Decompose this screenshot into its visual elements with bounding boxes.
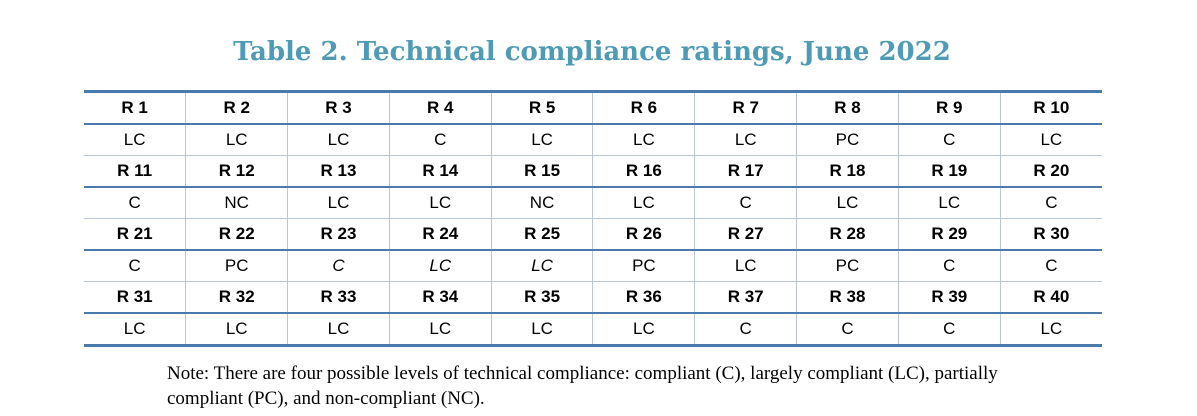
recommendation-label: R 7	[694, 93, 797, 125]
recommendation-label: R 22	[185, 218, 288, 251]
rating-cell: LC	[999, 313, 1102, 344]
table-note: Note: There are four possible levels of …	[167, 363, 998, 409]
rating-cell: LC	[123, 319, 146, 338]
rating-cell: C	[897, 124, 1001, 156]
rating-cell: C	[999, 250, 1102, 282]
recommendation-label: R 10	[999, 93, 1102, 125]
recommendation-label: R 36	[592, 281, 695, 314]
rating-cell: C	[388, 124, 492, 156]
rating-cell: LC	[388, 187, 492, 219]
rating-cell: LC	[490, 313, 593, 344]
recommendation-label: R 12	[185, 155, 288, 188]
rating-cell: PC	[796, 124, 899, 156]
recommendation-label: R 4	[388, 93, 492, 125]
rating-cell: C	[694, 313, 797, 344]
rating-cell: C	[694, 187, 797, 219]
recommendation-label: R 2	[185, 93, 288, 125]
rating-cell: LC	[897, 187, 1001, 219]
rating-cell: NC	[185, 187, 288, 219]
rating-row: LC LC LC LC LC LC C C C LC	[84, 313, 1102, 344]
rating-cell: LC	[694, 124, 797, 156]
rating-cell: LC	[592, 124, 695, 156]
rating-cell: C	[897, 313, 1001, 344]
rating-cell: LC	[388, 250, 492, 282]
recommendation-label: R 25	[490, 218, 593, 251]
recommendation-label: R 35	[490, 281, 593, 314]
recommendation-header-row: R 31 R 32 R 33 R 34 R 35 R 36 R 37 R 38 R 39 R 40	[84, 281, 1102, 314]
rating-cell: PC	[592, 250, 695, 282]
recommendation-label: R 27	[694, 218, 797, 251]
recommendation-label: R 8	[796, 93, 899, 125]
recommendation-header-row: R 21 R 22 R 23 R 24 R 25 R 26 R 27 R 28 R 29 R 30	[84, 218, 1102, 251]
rating-cell: LC	[592, 313, 695, 344]
rating-row: C NC LC LC NC LC C LC LC C	[84, 187, 1102, 219]
recommendation-label: R 5	[490, 93, 593, 125]
rating-cell: C	[999, 187, 1102, 219]
rating-cell: LC	[287, 313, 390, 344]
recommendation-label: R 24	[388, 218, 492, 251]
recommendation-label: R 23	[287, 218, 390, 251]
recommendation-label: R 38	[796, 281, 899, 314]
rating-cell: LC	[84, 124, 186, 156]
recommendation-label: R 11	[84, 155, 186, 188]
rating-cell: LC	[694, 250, 797, 282]
recommendation-label: R 30	[999, 218, 1102, 251]
rating-cell: C	[796, 313, 899, 344]
rating-cell: C	[84, 250, 186, 282]
recommendation-label: R 9	[897, 93, 1001, 125]
table-title: Table 2. Technical compliance ratings, J…	[233, 37, 951, 67]
recommendation-label: R 39	[897, 281, 1001, 314]
rating-cell: LC	[287, 124, 390, 156]
recommendation-label: R 37	[694, 281, 797, 314]
recommendation-label: R 1	[84, 93, 186, 125]
rating-cell: C	[287, 250, 390, 282]
recommendation-label: R 16	[592, 155, 695, 188]
rating-row: LC LC LC C LC LC LC PC C LC	[84, 124, 1102, 156]
recommendation-header-row: R 11 R 12 R 13 R 14 R 15 R 16 R 17 R 18 R 19 R 20	[84, 155, 1102, 188]
rating-cell: C	[897, 250, 1001, 282]
recommendation-label: R 29	[897, 218, 1001, 251]
recommendation-label: R 14	[388, 155, 492, 188]
rating-cell: LC	[185, 313, 288, 344]
recommendation-label: R 34	[388, 281, 492, 314]
recommendation-label: R 20	[999, 155, 1102, 188]
recommendation-label: R 32	[185, 281, 288, 314]
recommendation-label: R 17	[694, 155, 797, 188]
recommendation-label: R 6	[592, 93, 695, 125]
recommendation-label: R 15	[490, 155, 593, 188]
recommendation-label: R 40	[999, 281, 1102, 314]
rating-cell: PC	[796, 250, 899, 282]
recommendation-label: R 3	[287, 93, 390, 125]
rating-cell: LC	[388, 313, 492, 344]
recommendation-label: R 21	[84, 218, 186, 251]
recommendation-label: R 31	[84, 281, 186, 314]
rating-cell: PC	[185, 250, 288, 282]
rating-cell: LC	[796, 187, 899, 219]
rating-cell: LC	[592, 187, 695, 219]
recommendation-label: R 13	[287, 155, 390, 188]
recommendation-label: R 19	[897, 155, 1001, 188]
recommendation-label: R 33	[287, 281, 390, 314]
recommendation-label: R 26	[592, 218, 695, 251]
rating-cell: LC	[490, 250, 593, 282]
recommendation-label: R 18	[796, 155, 899, 188]
rating-cell: C	[84, 187, 186, 219]
rating-cell: LC	[999, 124, 1102, 156]
rating-cell: LC	[490, 124, 593, 156]
rating-cell: LC	[185, 124, 288, 156]
rating-row: C PC C LC LC PC LC PC C C	[84, 250, 1102, 282]
recommendation-label: R 28	[796, 218, 899, 251]
rating-cell: LC	[287, 187, 390, 219]
rating-cell: NC	[490, 187, 593, 219]
